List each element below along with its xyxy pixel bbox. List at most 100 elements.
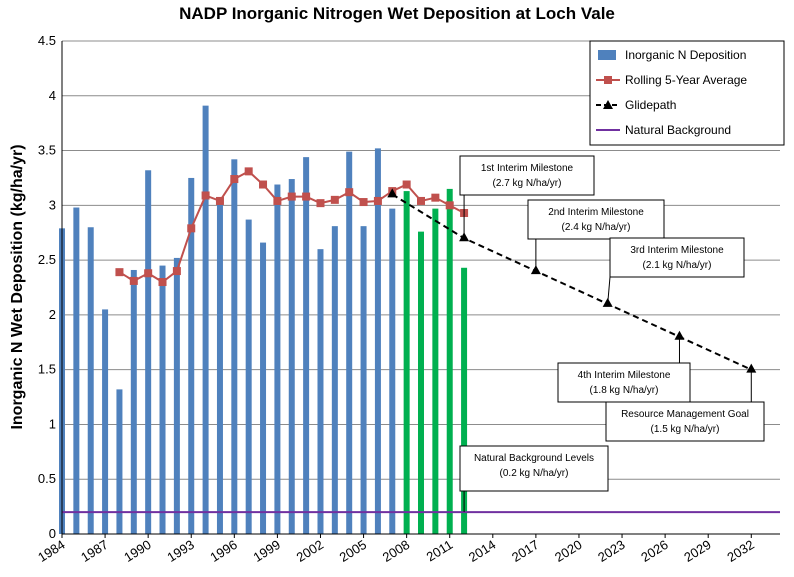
callout-title: Resource Management Goal bbox=[621, 409, 749, 420]
callout-title: 4th Interim Milestone bbox=[578, 370, 671, 381]
rolling-average-point bbox=[345, 188, 354, 197]
x-tick-label: 1987 bbox=[78, 537, 110, 565]
x-tick-label: 1984 bbox=[35, 537, 67, 565]
x-tick-label: 2026 bbox=[638, 537, 670, 565]
rolling-average-point bbox=[373, 196, 382, 205]
callout-title: 2nd Interim Milestone bbox=[548, 207, 644, 218]
rolling-average-point bbox=[144, 269, 153, 278]
deposition-bar bbox=[231, 159, 238, 534]
deposition-bar bbox=[331, 226, 338, 534]
callout-box bbox=[459, 155, 595, 196]
callout-box bbox=[557, 362, 691, 403]
glidepath-line bbox=[391, 193, 752, 371]
deposition-bar bbox=[360, 226, 367, 534]
legend-swatch-deposition bbox=[598, 50, 616, 60]
y-tick-label: 4.5 bbox=[38, 33, 56, 48]
callouts: 1st Interim Milestone (2.7 kg N/ha/yr) 2nd… bbox=[459, 155, 765, 513]
bars bbox=[59, 105, 468, 535]
deposition-bar bbox=[130, 269, 137, 534]
y-tick-label: 1.5 bbox=[38, 362, 56, 377]
legend-label-glidepath: Glidepath bbox=[625, 98, 676, 112]
deposition-bar bbox=[303, 157, 310, 534]
callout-value: (2.1 kg N/ha/yr) bbox=[643, 260, 712, 271]
deposition-bar-recent bbox=[446, 188, 453, 534]
deposition-bar bbox=[73, 207, 80, 534]
y-tick-label: 3.5 bbox=[38, 143, 56, 158]
deposition-bar bbox=[216, 199, 223, 534]
deposition-bar bbox=[288, 179, 295, 535]
x-tick-label: 2008 bbox=[380, 537, 412, 565]
x-tick-label: 2005 bbox=[337, 537, 369, 565]
x-tick-label: 1990 bbox=[121, 537, 153, 565]
x-tick-label: 2023 bbox=[595, 537, 627, 565]
x-tick-label: 2020 bbox=[552, 537, 584, 565]
callout-title: Natural Background Levels bbox=[474, 453, 594, 464]
rolling-average-point bbox=[172, 267, 181, 276]
deposition-bar bbox=[346, 151, 353, 534]
x-tick-label: 1993 bbox=[164, 537, 196, 565]
x-tick-label: 2014 bbox=[466, 537, 498, 565]
rolling-average-point bbox=[273, 196, 282, 205]
deposition-bar bbox=[188, 177, 195, 534]
deposition-bar bbox=[102, 309, 109, 534]
x-tick-label: 1996 bbox=[207, 537, 239, 565]
legend-box bbox=[589, 40, 785, 146]
glidepath-point bbox=[674, 330, 685, 340]
x-tick-label: 2017 bbox=[509, 537, 541, 565]
x-tick-label: 2011 bbox=[424, 537, 456, 565]
callout-box bbox=[459, 445, 609, 492]
x-tick-label: 1999 bbox=[251, 537, 283, 565]
deposition-bar-recent bbox=[432, 208, 439, 534]
y-tick-label: 2 bbox=[49, 307, 56, 322]
callout-title: 1st Interim Milestone bbox=[481, 163, 574, 174]
y-axis-label: Inorganic N Wet Deposition (kg/ha/yr) bbox=[9, 144, 26, 429]
rolling-average-point bbox=[129, 276, 138, 285]
rolling-average-point bbox=[215, 196, 224, 205]
rolling-average-point bbox=[158, 278, 167, 287]
rolling-average-point bbox=[259, 180, 268, 189]
deposition-bar-recent bbox=[418, 231, 424, 535]
deposition-bar bbox=[159, 265, 166, 534]
rolling-average-point bbox=[302, 192, 311, 201]
deposition-bar bbox=[87, 227, 94, 534]
callout-value: (1.8 kg N/ha/yr) bbox=[590, 385, 659, 396]
callout-value: (2.4 kg N/ha/yr) bbox=[562, 222, 631, 233]
deposition-bar bbox=[202, 105, 209, 534]
deposition-bar bbox=[260, 242, 267, 535]
deposition-bar bbox=[116, 389, 123, 534]
y-tick-label: 0 bbox=[49, 526, 56, 541]
rolling-average-point bbox=[201, 191, 210, 200]
rolling-average-point bbox=[402, 180, 411, 189]
rolling-average-point bbox=[417, 196, 425, 205]
rolling-average-point bbox=[115, 268, 124, 277]
rolling-average-point bbox=[187, 224, 196, 233]
y-tick-label: 2.5 bbox=[38, 252, 56, 267]
x-tick-label: 2029 bbox=[681, 537, 713, 565]
legend: Inorganic N Deposition Rolling 5-Year Av… bbox=[589, 40, 785, 146]
rolling-average-point bbox=[244, 167, 253, 176]
rolling-average-point bbox=[330, 195, 339, 204]
glidepath-point bbox=[746, 363, 757, 373]
x-tick-label: 2032 bbox=[724, 537, 756, 565]
legend-label-deposition: Inorganic N Deposition bbox=[625, 48, 746, 62]
glidepath-point bbox=[387, 188, 398, 198]
y-tick-label: 1 bbox=[49, 416, 56, 431]
callout-value: (1.5 kg N/ha/yr) bbox=[651, 424, 720, 435]
deposition-bar bbox=[274, 184, 281, 535]
rolling-average-point bbox=[316, 199, 325, 208]
y-tick-label: 0.5 bbox=[38, 471, 56, 486]
legend-marker-rolling bbox=[604, 76, 612, 84]
rolling-average-point bbox=[359, 198, 368, 207]
chart-title: NADP Inorganic Nitrogen Wet Deposition a… bbox=[179, 4, 615, 23]
legend-marker-glidepath bbox=[603, 100, 613, 109]
deposition-bar bbox=[145, 170, 152, 534]
y-tick-label: 3 bbox=[49, 197, 56, 212]
deposition-bar bbox=[245, 219, 252, 534]
callout-box bbox=[605, 401, 765, 442]
rolling-average-point bbox=[230, 175, 239, 184]
rolling-average-point bbox=[445, 201, 454, 210]
callout-value: (2.7 kg N/ha/yr) bbox=[493, 178, 562, 189]
legend-label-rolling: Rolling 5-Year Average bbox=[625, 73, 747, 87]
y-tick-label: 4 bbox=[49, 88, 56, 103]
